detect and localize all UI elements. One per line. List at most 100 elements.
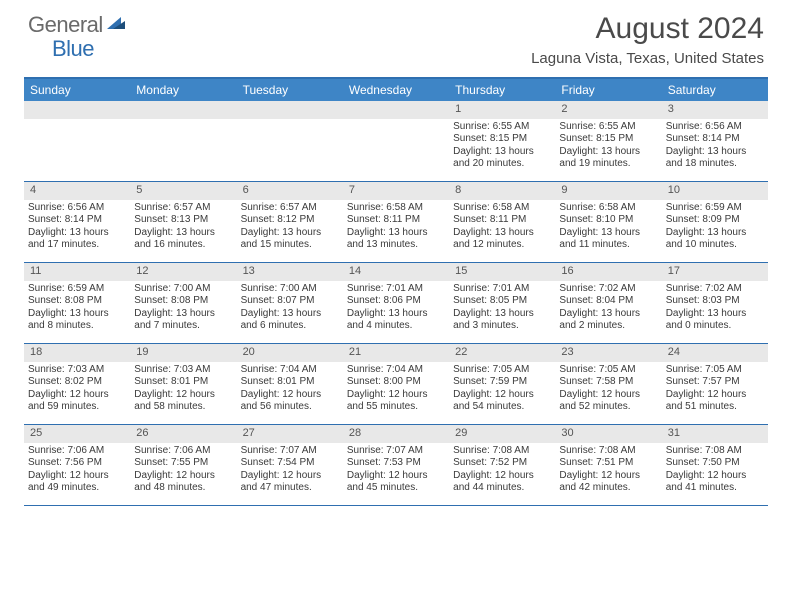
- day-cell: 12Sunrise: 7:00 AMSunset: 8:08 PMDayligh…: [130, 263, 236, 343]
- sunset-text: Sunset: 8:10 PM: [559, 214, 657, 227]
- sunset-text: Sunset: 8:13 PM: [134, 214, 232, 227]
- day-number: 3: [662, 101, 768, 119]
- week-row: 11Sunrise: 6:59 AMSunset: 8:08 PMDayligh…: [24, 263, 768, 344]
- sunset-text: Sunset: 8:02 PM: [28, 376, 126, 389]
- sunrise-text: Sunrise: 7:03 AM: [28, 364, 126, 377]
- day-number: 9: [555, 182, 661, 200]
- day-header: Monday: [130, 79, 236, 101]
- day-cell: 7Sunrise: 6:58 AMSunset: 8:11 PMDaylight…: [343, 182, 449, 262]
- day-cell: [343, 101, 449, 181]
- day-cell: 5Sunrise: 6:57 AMSunset: 8:13 PMDaylight…: [130, 182, 236, 262]
- sunrise-text: Sunrise: 6:59 AM: [28, 283, 126, 296]
- day-cell: 21Sunrise: 7:04 AMSunset: 8:00 PMDayligh…: [343, 344, 449, 424]
- day-cell: 16Sunrise: 7:02 AMSunset: 8:04 PMDayligh…: [555, 263, 661, 343]
- day-body: Sunrise: 7:08 AMSunset: 7:52 PMDaylight:…: [449, 443, 555, 499]
- day-body: Sunrise: 7:00 AMSunset: 8:07 PMDaylight:…: [237, 281, 343, 337]
- day-cell: 14Sunrise: 7:01 AMSunset: 8:06 PMDayligh…: [343, 263, 449, 343]
- sunrise-text: Sunrise: 7:03 AM: [134, 364, 232, 377]
- sunrise-text: Sunrise: 7:06 AM: [28, 445, 126, 458]
- sunset-text: Sunset: 7:51 PM: [559, 457, 657, 470]
- week-row: 1Sunrise: 6:55 AMSunset: 8:15 PMDaylight…: [24, 101, 768, 182]
- day-header: Thursday: [449, 79, 555, 101]
- sunrise-text: Sunrise: 7:00 AM: [241, 283, 339, 296]
- day-number: 1: [449, 101, 555, 119]
- sunrise-text: Sunrise: 7:01 AM: [347, 283, 445, 296]
- sunrise-text: Sunrise: 6:55 AM: [453, 121, 551, 134]
- day-cell: 20Sunrise: 7:04 AMSunset: 8:01 PMDayligh…: [237, 344, 343, 424]
- day-cell: [237, 101, 343, 181]
- day-number: 10: [662, 182, 768, 200]
- daylight-text: Daylight: 13 hours and 0 minutes.: [666, 308, 764, 333]
- day-cell: 2Sunrise: 6:55 AMSunset: 8:15 PMDaylight…: [555, 101, 661, 181]
- day-body: Sunrise: 7:05 AMSunset: 7:58 PMDaylight:…: [555, 362, 661, 418]
- day-body: Sunrise: 6:57 AMSunset: 8:13 PMDaylight:…: [130, 200, 236, 256]
- daylight-text: Daylight: 13 hours and 19 minutes.: [559, 146, 657, 171]
- daylight-text: Daylight: 12 hours and 49 minutes.: [28, 470, 126, 495]
- sunset-text: Sunset: 8:07 PM: [241, 295, 339, 308]
- sunset-text: Sunset: 8:11 PM: [453, 214, 551, 227]
- sunset-text: Sunset: 8:05 PM: [453, 295, 551, 308]
- daylight-text: Daylight: 12 hours and 47 minutes.: [241, 470, 339, 495]
- day-body: Sunrise: 7:05 AMSunset: 7:57 PMDaylight:…: [662, 362, 768, 418]
- sunset-text: Sunset: 8:15 PM: [453, 133, 551, 146]
- sunset-text: Sunset: 8:15 PM: [559, 133, 657, 146]
- logo-text-general: General: [28, 12, 103, 38]
- sunset-text: Sunset: 8:14 PM: [666, 133, 764, 146]
- day-number: 5: [130, 182, 236, 200]
- day-body: Sunrise: 7:03 AMSunset: 8:01 PMDaylight:…: [130, 362, 236, 418]
- sunset-text: Sunset: 8:08 PM: [134, 295, 232, 308]
- day-number: 4: [24, 182, 130, 200]
- sunrise-text: Sunrise: 6:58 AM: [453, 202, 551, 215]
- daylight-text: Daylight: 12 hours and 59 minutes.: [28, 389, 126, 414]
- week-row: 18Sunrise: 7:03 AMSunset: 8:02 PMDayligh…: [24, 344, 768, 425]
- day-cell: 17Sunrise: 7:02 AMSunset: 8:03 PMDayligh…: [662, 263, 768, 343]
- day-header: Sunday: [24, 79, 130, 101]
- sunrise-text: Sunrise: 7:07 AM: [347, 445, 445, 458]
- daylight-text: Daylight: 13 hours and 13 minutes.: [347, 227, 445, 252]
- sunset-text: Sunset: 7:57 PM: [666, 376, 764, 389]
- day-cell: 4Sunrise: 6:56 AMSunset: 8:14 PMDaylight…: [24, 182, 130, 262]
- day-cell: 24Sunrise: 7:05 AMSunset: 7:57 PMDayligh…: [662, 344, 768, 424]
- day-cell: 1Sunrise: 6:55 AMSunset: 8:15 PMDaylight…: [449, 101, 555, 181]
- sunrise-text: Sunrise: 6:56 AM: [28, 202, 126, 215]
- day-header: Saturday: [662, 79, 768, 101]
- day-number: 24: [662, 344, 768, 362]
- day-cell: 29Sunrise: 7:08 AMSunset: 7:52 PMDayligh…: [449, 425, 555, 505]
- day-number: 17: [662, 263, 768, 281]
- day-body: Sunrise: 7:03 AMSunset: 8:02 PMDaylight:…: [24, 362, 130, 418]
- day-body: Sunrise: 7:04 AMSunset: 8:00 PMDaylight:…: [343, 362, 449, 418]
- sunset-text: Sunset: 7:58 PM: [559, 376, 657, 389]
- day-number: 23: [555, 344, 661, 362]
- sunset-text: Sunset: 7:50 PM: [666, 457, 764, 470]
- weeks-container: 1Sunrise: 6:55 AMSunset: 8:15 PMDaylight…: [24, 101, 768, 506]
- day-cell: 13Sunrise: 7:00 AMSunset: 8:07 PMDayligh…: [237, 263, 343, 343]
- day-number: 6: [237, 182, 343, 200]
- sunset-text: Sunset: 8:14 PM: [28, 214, 126, 227]
- day-cell: 6Sunrise: 6:57 AMSunset: 8:12 PMDaylight…: [237, 182, 343, 262]
- daylight-text: Daylight: 12 hours and 42 minutes.: [559, 470, 657, 495]
- sunrise-text: Sunrise: 7:08 AM: [666, 445, 764, 458]
- month-title: August 2024: [531, 12, 764, 46]
- calendar: SundayMondayTuesdayWednesdayThursdayFrid…: [24, 77, 768, 506]
- sunrise-text: Sunrise: 7:00 AM: [134, 283, 232, 296]
- day-cell: 28Sunrise: 7:07 AMSunset: 7:53 PMDayligh…: [343, 425, 449, 505]
- day-cell: 3Sunrise: 6:56 AMSunset: 8:14 PMDaylight…: [662, 101, 768, 181]
- day-cell: 18Sunrise: 7:03 AMSunset: 8:02 PMDayligh…: [24, 344, 130, 424]
- sunrise-text: Sunrise: 7:04 AM: [241, 364, 339, 377]
- day-body: Sunrise: 6:58 AMSunset: 8:11 PMDaylight:…: [449, 200, 555, 256]
- daylight-text: Daylight: 12 hours and 56 minutes.: [241, 389, 339, 414]
- sunrise-text: Sunrise: 7:04 AM: [347, 364, 445, 377]
- day-body: Sunrise: 7:07 AMSunset: 7:53 PMDaylight:…: [343, 443, 449, 499]
- day-header: Wednesday: [343, 79, 449, 101]
- daylight-text: Daylight: 13 hours and 12 minutes.: [453, 227, 551, 252]
- day-number: 13: [237, 263, 343, 281]
- sunrise-text: Sunrise: 7:05 AM: [453, 364, 551, 377]
- daylight-text: Daylight: 13 hours and 15 minutes.: [241, 227, 339, 252]
- day-body: Sunrise: 6:59 AMSunset: 8:09 PMDaylight:…: [662, 200, 768, 256]
- sunrise-text: Sunrise: 6:58 AM: [559, 202, 657, 215]
- logo-text-blue: Blue: [52, 36, 94, 62]
- sunset-text: Sunset: 8:01 PM: [241, 376, 339, 389]
- sunrise-text: Sunrise: 7:06 AM: [134, 445, 232, 458]
- sunrise-text: Sunrise: 7:01 AM: [453, 283, 551, 296]
- day-body: Sunrise: 7:07 AMSunset: 7:54 PMDaylight:…: [237, 443, 343, 499]
